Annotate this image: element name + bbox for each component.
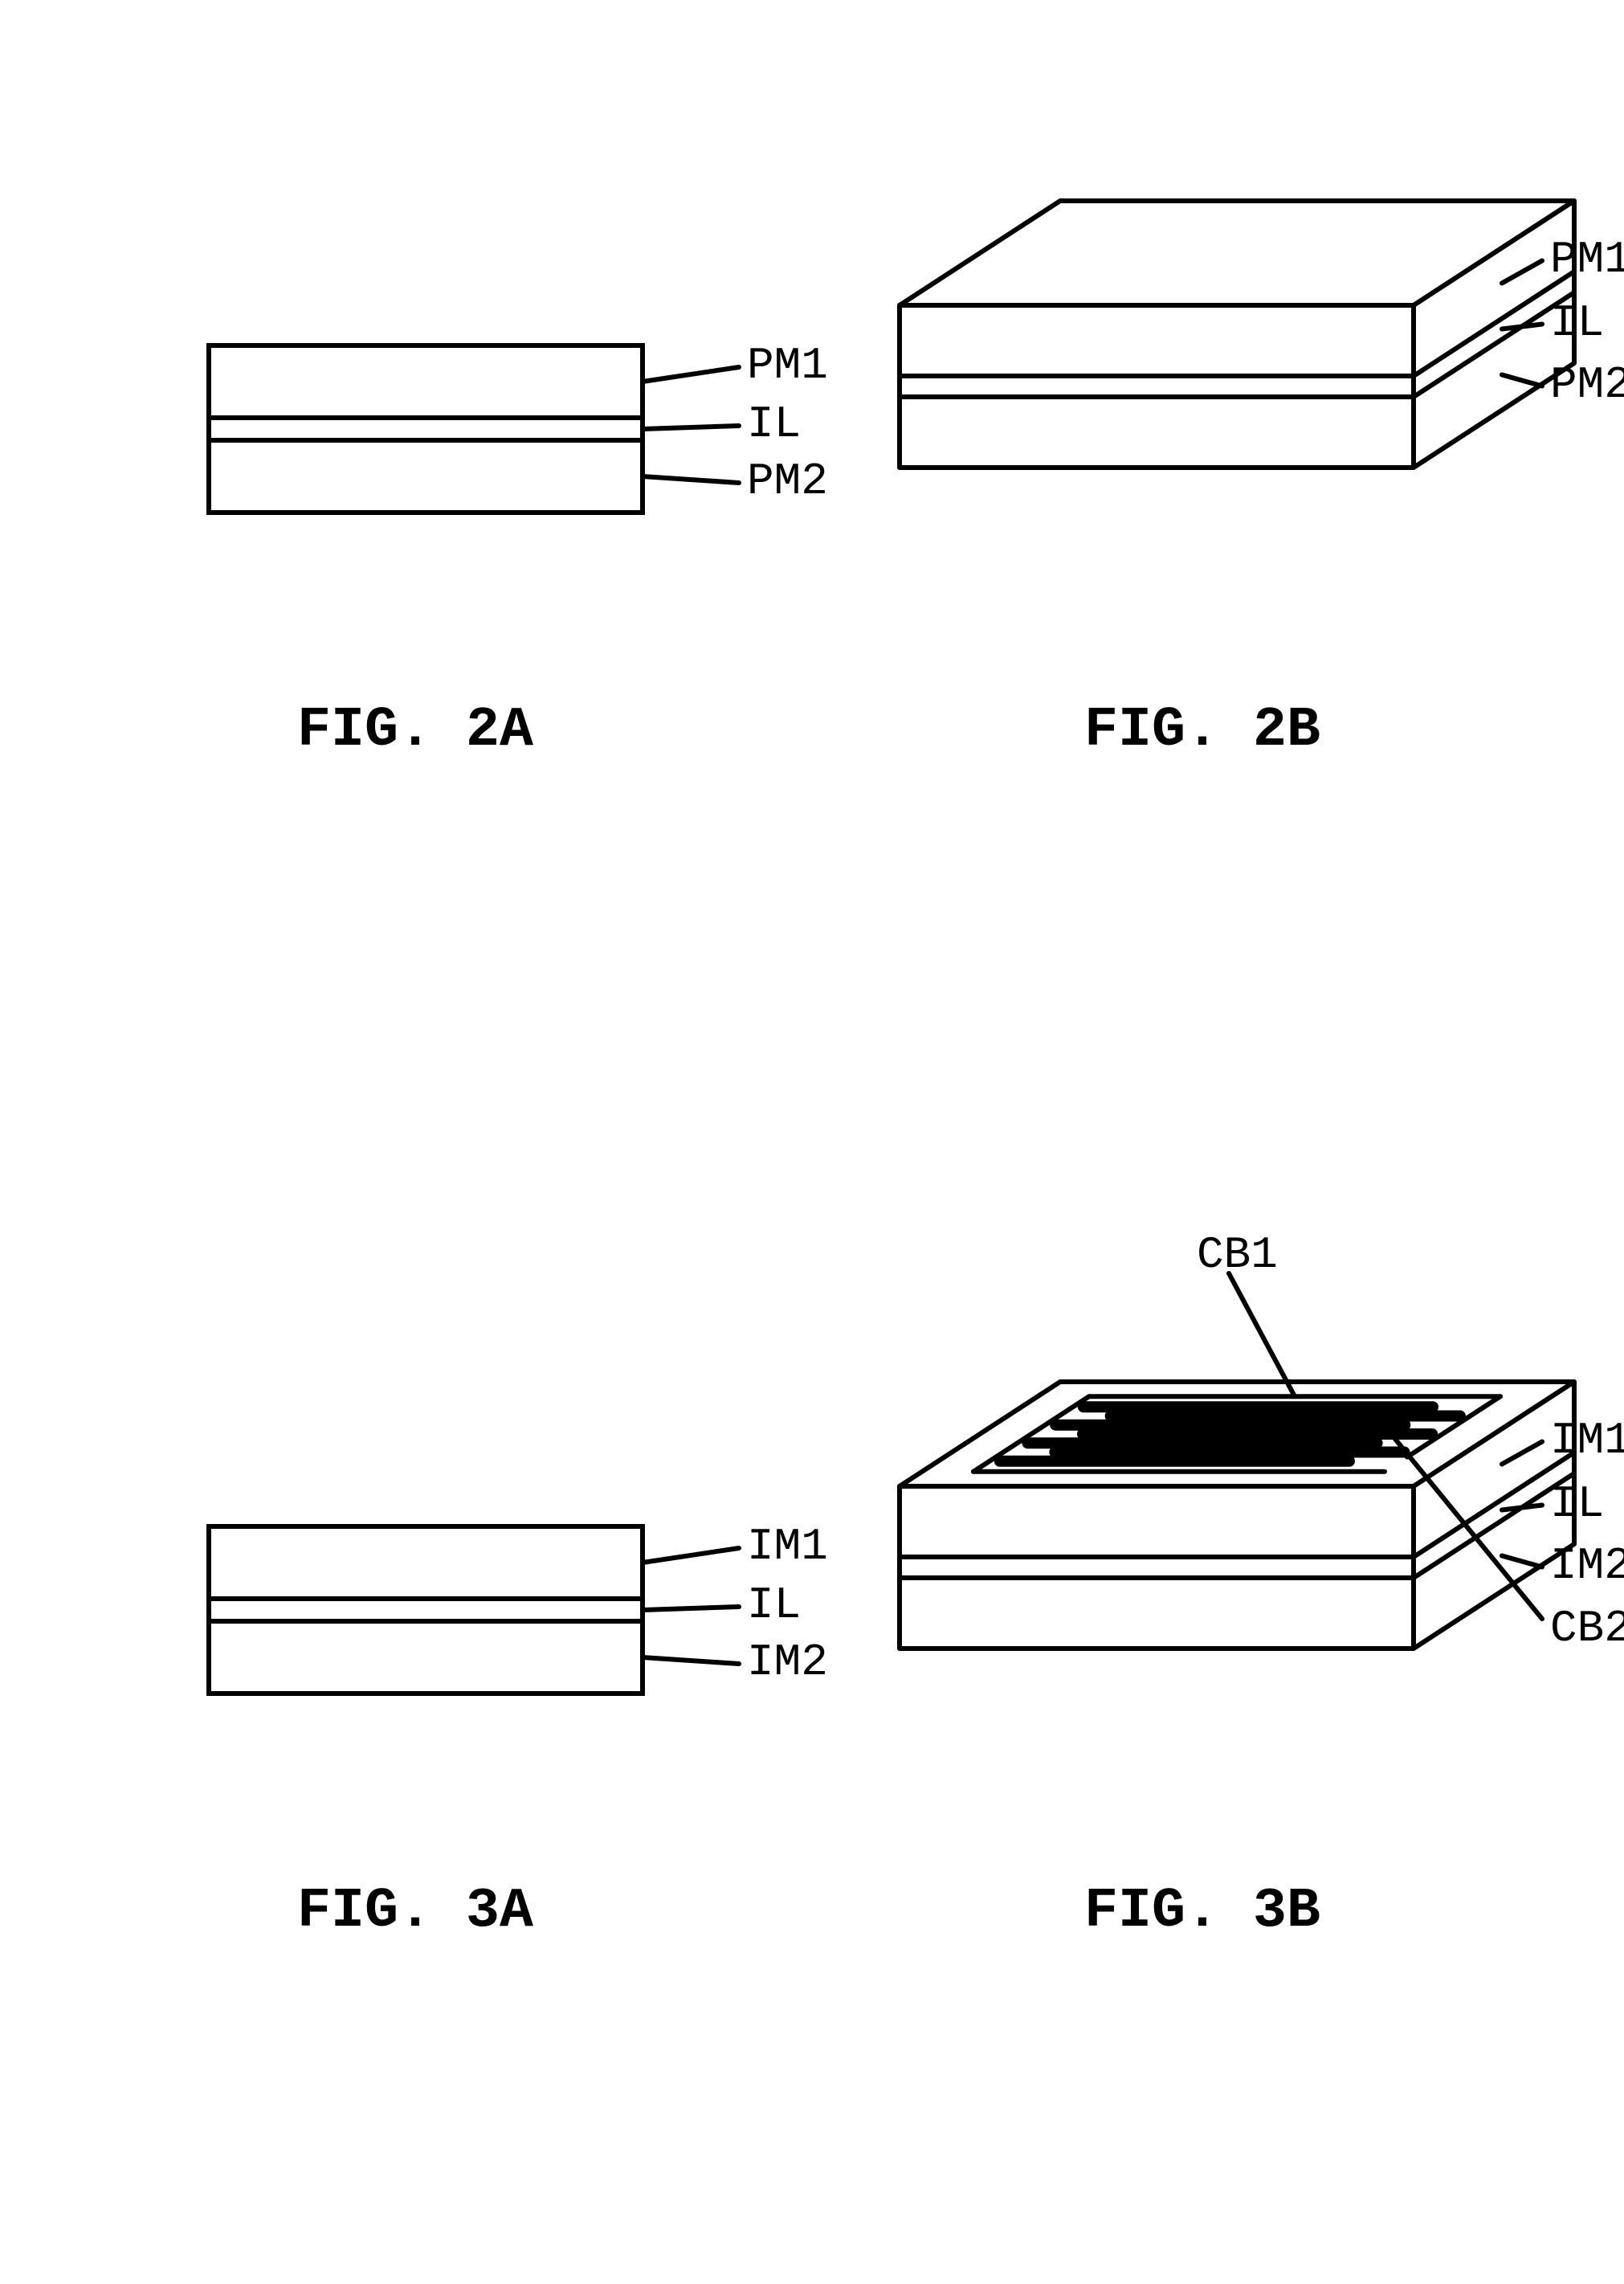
figure-caption: FIG. 3A [297, 1880, 533, 1943]
layer-label: IL [747, 1579, 801, 1631]
layer-label: PM1 [1550, 234, 1624, 285]
figure-caption: FIG. 3B [1084, 1880, 1320, 1943]
layer-label: IM2 [1550, 1540, 1624, 1591]
layer-label: IM1 [747, 1521, 828, 1572]
layer-label: PM2 [1550, 359, 1624, 411]
layer-label: IL [747, 398, 801, 450]
layer-label: PM2 [747, 456, 828, 507]
layer-label: CB2 [1550, 1603, 1624, 1654]
layer-label: CB1 [1197, 1229, 1278, 1281]
layer-label: IL [1550, 297, 1604, 349]
layer-label: PM1 [747, 340, 828, 391]
layer-label: IM2 [747, 1636, 828, 1688]
figure-caption: FIG. 2B [1084, 699, 1320, 762]
layer-label: IM1 [1550, 1415, 1624, 1466]
figure-caption: FIG. 2A [297, 699, 533, 762]
layer-label: IL [1550, 1478, 1604, 1530]
